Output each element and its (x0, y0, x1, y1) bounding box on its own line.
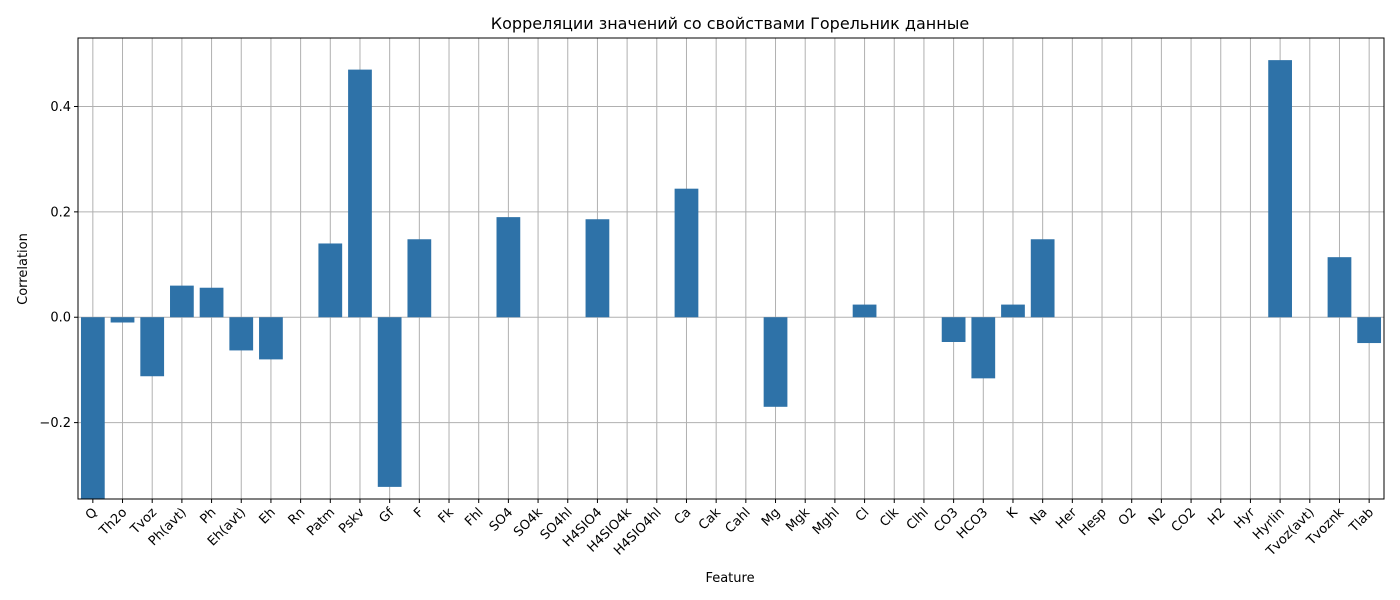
bar-CO3 (941, 317, 966, 342)
x-tick-label: Na (1027, 505, 1050, 528)
x-tick-label: Q (83, 505, 101, 523)
x-tick-label: Mgk (783, 505, 813, 535)
x-axis-label: Feature (705, 571, 754, 586)
bar-HCO3 (971, 317, 996, 379)
bar-Ca (674, 188, 699, 318)
plot-frame (77, 37, 1385, 500)
x-tick-label: Cahl (723, 505, 754, 536)
y-tick-label: 0.0 (50, 311, 71, 326)
x-tick-label: Fhl (462, 505, 486, 529)
bar-Patm (318, 243, 343, 318)
x-tick-label: Eh (257, 505, 279, 527)
x-tick-label: Cak (696, 505, 724, 533)
bar-Q (80, 317, 105, 499)
bar-Mg (763, 317, 788, 407)
bar-Pskv (348, 69, 372, 318)
chart-title: Корреляции значений со свойствами Горель… (491, 14, 969, 33)
bar-Cl (852, 304, 877, 318)
bar-Gf (377, 317, 402, 487)
bar-Tvoznk (1327, 257, 1352, 318)
bar-H4SIO4 (585, 219, 610, 318)
x-tick-label: N2 (1146, 505, 1169, 528)
x-tick-label: Cl (853, 505, 873, 525)
y-tick-labels: −0.2 0.0 0.2 0.4 (39, 100, 71, 431)
x-tick-label: HCO3 (954, 505, 991, 542)
bar-Eh(avt) (229, 317, 254, 351)
x-tick-label: Tlab (1346, 505, 1377, 536)
x-tick-label: CO2 (1169, 505, 1199, 535)
x-tick-label: Ca (672, 505, 695, 528)
x-tick-label: Rn (286, 505, 309, 528)
x-tick-label: Ph (197, 505, 219, 527)
axes (74, 37, 1385, 503)
y-tick-label: −0.2 (39, 416, 71, 431)
bars (80, 60, 1382, 499)
x-tick-label: Mghl (810, 505, 843, 538)
bar-Eh (259, 317, 283, 360)
x-tick-label: H2 (1205, 505, 1228, 528)
x-tick-label: K (1004, 505, 1021, 522)
y-tick-label: 0.4 (50, 100, 71, 115)
bar-SO4 (496, 217, 521, 318)
grid-lines (78, 38, 1384, 499)
y-tick-label: 0.2 (50, 205, 71, 220)
x-tick-label: Clhl (904, 505, 932, 533)
x-tick-label: Clk (877, 505, 902, 530)
bar-K (1001, 304, 1025, 318)
bar-Ph (199, 287, 224, 318)
x-tick-label: Th2o (96, 505, 130, 539)
x-tick-label: Gf (377, 505, 398, 526)
x-tick-label: Pskv (336, 505, 368, 537)
x-tick-label: O2 (1116, 505, 1140, 529)
y-axis-label: Correlation (16, 233, 31, 305)
bar-Na (1030, 239, 1055, 318)
x-tick-label: Hesp (1076, 505, 1110, 539)
x-tick-label: F (411, 505, 427, 521)
bar-Hyrlin (1268, 60, 1292, 318)
bar-Ph(avt) (170, 285, 194, 318)
bar-Th2o (110, 317, 135, 323)
bar-Tvoz (140, 317, 165, 377)
bar-Tlab (1357, 317, 1382, 344)
x-tick-label: Fk (436, 505, 458, 527)
x-tick-label: Mg (759, 505, 783, 529)
bar-F (407, 239, 432, 318)
x-tick-label: Patm (304, 505, 338, 539)
